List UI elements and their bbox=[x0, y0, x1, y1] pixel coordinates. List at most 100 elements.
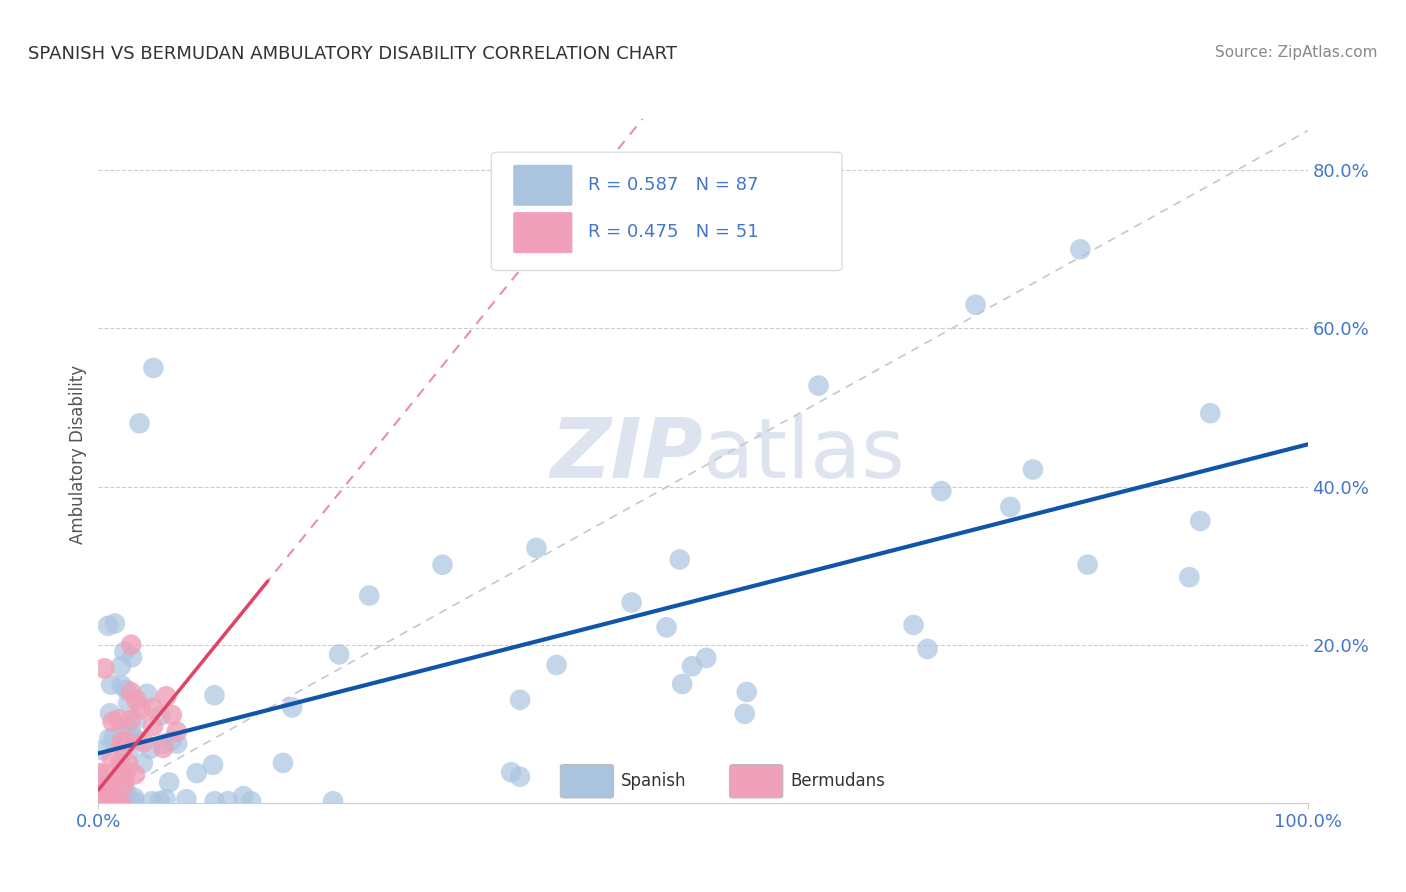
Point bbox=[122, 790, 145, 805]
Text: ZIP: ZIP bbox=[550, 415, 703, 495]
Point bbox=[501, 765, 523, 780]
Point bbox=[240, 794, 263, 808]
Point bbox=[103, 730, 125, 744]
Point bbox=[117, 756, 139, 771]
Point bbox=[91, 743, 114, 757]
Point bbox=[217, 794, 239, 808]
Point bbox=[204, 688, 226, 702]
Point bbox=[965, 298, 987, 312]
FancyBboxPatch shape bbox=[561, 764, 613, 798]
Point bbox=[100, 780, 122, 794]
Point bbox=[509, 693, 531, 707]
Point bbox=[100, 750, 122, 764]
Y-axis label: Ambulatory Disability: Ambulatory Disability bbox=[69, 366, 87, 544]
Text: Spanish: Spanish bbox=[621, 772, 686, 789]
Text: R = 0.475   N = 51: R = 0.475 N = 51 bbox=[588, 223, 759, 241]
Point bbox=[112, 741, 135, 756]
Point bbox=[155, 792, 177, 806]
Point bbox=[120, 638, 142, 652]
Point bbox=[668, 552, 690, 566]
Point bbox=[112, 772, 135, 787]
Point bbox=[103, 795, 125, 809]
Point bbox=[108, 794, 131, 808]
Point bbox=[671, 677, 693, 691]
FancyBboxPatch shape bbox=[513, 212, 572, 253]
Point bbox=[142, 700, 165, 714]
Point bbox=[359, 589, 381, 603]
Point bbox=[281, 700, 304, 714]
Point bbox=[110, 795, 132, 809]
Point bbox=[97, 777, 120, 791]
Point bbox=[201, 757, 224, 772]
Point bbox=[117, 696, 139, 710]
Point bbox=[114, 733, 136, 747]
Point bbox=[122, 794, 145, 808]
Point bbox=[93, 795, 115, 809]
Point bbox=[90, 794, 112, 808]
Point bbox=[142, 360, 165, 375]
Point bbox=[903, 618, 925, 632]
Point bbox=[94, 767, 117, 781]
Point bbox=[124, 767, 146, 781]
Point bbox=[152, 737, 174, 751]
Point bbox=[129, 702, 152, 716]
Point bbox=[117, 720, 139, 734]
Point bbox=[526, 541, 548, 555]
Point bbox=[96, 795, 118, 809]
Point bbox=[114, 794, 136, 808]
Point bbox=[89, 795, 111, 809]
Point bbox=[98, 731, 121, 746]
Point bbox=[734, 706, 756, 721]
Point bbox=[93, 786, 115, 800]
Point bbox=[620, 595, 643, 609]
Point bbox=[103, 794, 125, 808]
Point bbox=[322, 794, 344, 808]
Point bbox=[807, 378, 830, 392]
Point bbox=[89, 780, 111, 794]
Text: R = 0.587   N = 87: R = 0.587 N = 87 bbox=[588, 176, 759, 194]
Point bbox=[96, 795, 118, 809]
Point bbox=[108, 756, 131, 771]
Point bbox=[735, 685, 758, 699]
Point bbox=[157, 775, 180, 789]
Point bbox=[115, 764, 138, 779]
Point bbox=[1178, 570, 1201, 584]
Point bbox=[160, 707, 183, 722]
Point bbox=[132, 756, 155, 771]
Point bbox=[142, 719, 165, 733]
Point bbox=[152, 740, 174, 755]
Point bbox=[97, 795, 120, 809]
Point bbox=[1077, 558, 1099, 572]
Point bbox=[125, 732, 148, 747]
Point bbox=[93, 661, 115, 675]
Point bbox=[93, 789, 115, 804]
Point bbox=[125, 713, 148, 727]
Point bbox=[149, 794, 172, 808]
Point bbox=[271, 756, 294, 770]
Point bbox=[89, 790, 111, 805]
FancyBboxPatch shape bbox=[730, 764, 783, 798]
Point bbox=[160, 734, 183, 748]
Point bbox=[89, 795, 111, 809]
Point bbox=[110, 659, 132, 673]
Point bbox=[108, 712, 131, 726]
Point bbox=[186, 766, 208, 780]
Point bbox=[432, 558, 454, 572]
Point bbox=[104, 616, 127, 631]
Point bbox=[90, 794, 112, 808]
Point bbox=[120, 734, 142, 748]
Point bbox=[118, 794, 141, 808]
Point bbox=[1000, 500, 1022, 514]
Point bbox=[89, 766, 111, 780]
FancyBboxPatch shape bbox=[513, 165, 572, 206]
Point bbox=[115, 682, 138, 697]
Point bbox=[94, 789, 117, 803]
Text: Bermudans: Bermudans bbox=[790, 772, 884, 789]
Point bbox=[1022, 462, 1045, 476]
Point bbox=[166, 737, 188, 751]
Point bbox=[546, 657, 568, 672]
Point bbox=[655, 620, 678, 634]
Point bbox=[112, 794, 135, 808]
Point bbox=[110, 794, 132, 808]
Point bbox=[931, 484, 953, 499]
